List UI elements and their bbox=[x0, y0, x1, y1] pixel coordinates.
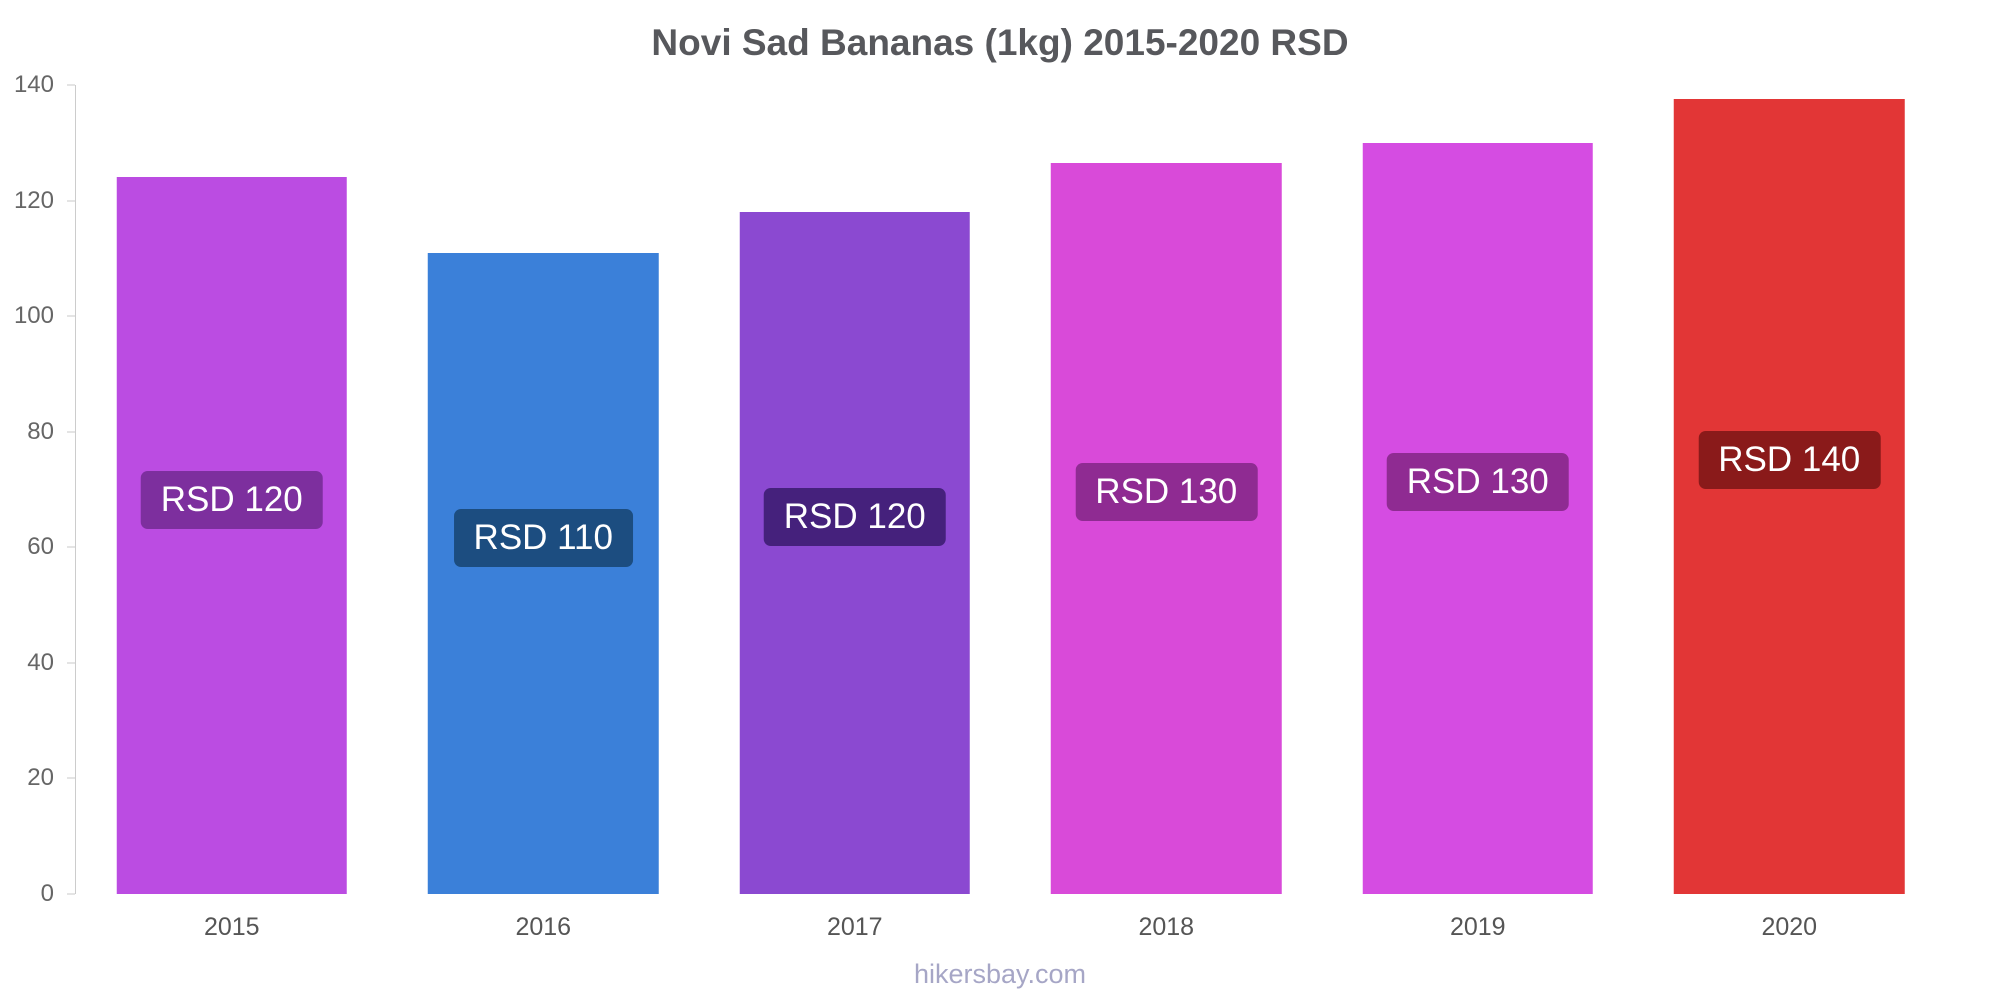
y-tick-label: 140 bbox=[13, 71, 54, 98]
bar-value-label: RSD 120 bbox=[140, 470, 323, 529]
plot-area: RSD 120 2015 RSD 110 2016 RSD 120 2017 RSD 130… bbox=[67, 84, 1946, 941]
y-tick-label: 40 bbox=[27, 648, 54, 676]
bars-container: RSD 120 2015 RSD 110 2016 RSD 120 2017 RSD 130… bbox=[76, 85, 1946, 941]
footer-link[interactable]: hikersbay.com bbox=[913, 959, 1087, 989]
x-tick-label: 2015 bbox=[203, 913, 260, 941]
x-tick-label: 2019 bbox=[1449, 913, 1506, 941]
y-tick-mark bbox=[67, 546, 75, 548]
y-tick-label: 20 bbox=[27, 764, 54, 792]
y-tick-mark bbox=[67, 777, 75, 779]
bar-2018[interactable]: RSD 130 bbox=[1051, 163, 1282, 894]
bar-2016[interactable]: RSD 110 bbox=[428, 252, 659, 894]
x-tick-label: 2018 bbox=[1138, 913, 1195, 941]
y-tick-mark bbox=[67, 84, 75, 86]
y-tick-label: 80 bbox=[27, 417, 54, 445]
bar-value-label: RSD 140 bbox=[1698, 430, 1881, 489]
y-tick-label: 60 bbox=[27, 533, 54, 561]
bar-value-label: RSD 110 bbox=[453, 508, 633, 567]
bar-2017[interactable]: RSD 120 bbox=[739, 212, 970, 894]
y-tick-mark bbox=[67, 315, 75, 317]
bar-2019[interactable]: RSD 130 bbox=[1362, 142, 1593, 894]
bar-slot: RSD 120 2017 bbox=[699, 85, 1011, 941]
bar-slot: RSD 140 2020 bbox=[1634, 85, 1946, 941]
y-tick-label: 100 bbox=[13, 302, 54, 330]
bar-value-label: RSD 130 bbox=[1386, 452, 1569, 511]
bar-2015[interactable]: RSD 120 bbox=[116, 177, 347, 894]
bar-slot: RSD 120 2015 bbox=[76, 85, 388, 941]
y-tick-label: 0 bbox=[40, 880, 54, 907]
bar-slot: RSD 130 2019 bbox=[1322, 85, 1634, 941]
y-axis: 0 20 40 60 80 100 120 140 bbox=[0, 73, 66, 906]
bar-slot: RSD 130 2018 bbox=[1011, 85, 1323, 941]
chart-title: Novi Sad Bananas (1kg) 2015-2020 RSD bbox=[651, 22, 1349, 63]
bar-slot: RSD 110 2016 bbox=[388, 85, 700, 941]
y-tick-mark bbox=[67, 662, 75, 664]
x-tick-label: 2017 bbox=[826, 913, 883, 941]
y-tick-mark bbox=[67, 431, 75, 433]
y-tick-mark bbox=[67, 893, 75, 895]
x-tick-label: 2020 bbox=[1761, 913, 1818, 941]
bar-2020[interactable]: RSD 140 bbox=[1674, 99, 1905, 894]
y-tick-label: 120 bbox=[13, 186, 54, 214]
y-tick-mark bbox=[67, 200, 75, 202]
x-tick-label: 2016 bbox=[515, 913, 572, 941]
bar-value-label: RSD 120 bbox=[763, 488, 946, 547]
bar-value-label: RSD 130 bbox=[1075, 463, 1258, 522]
